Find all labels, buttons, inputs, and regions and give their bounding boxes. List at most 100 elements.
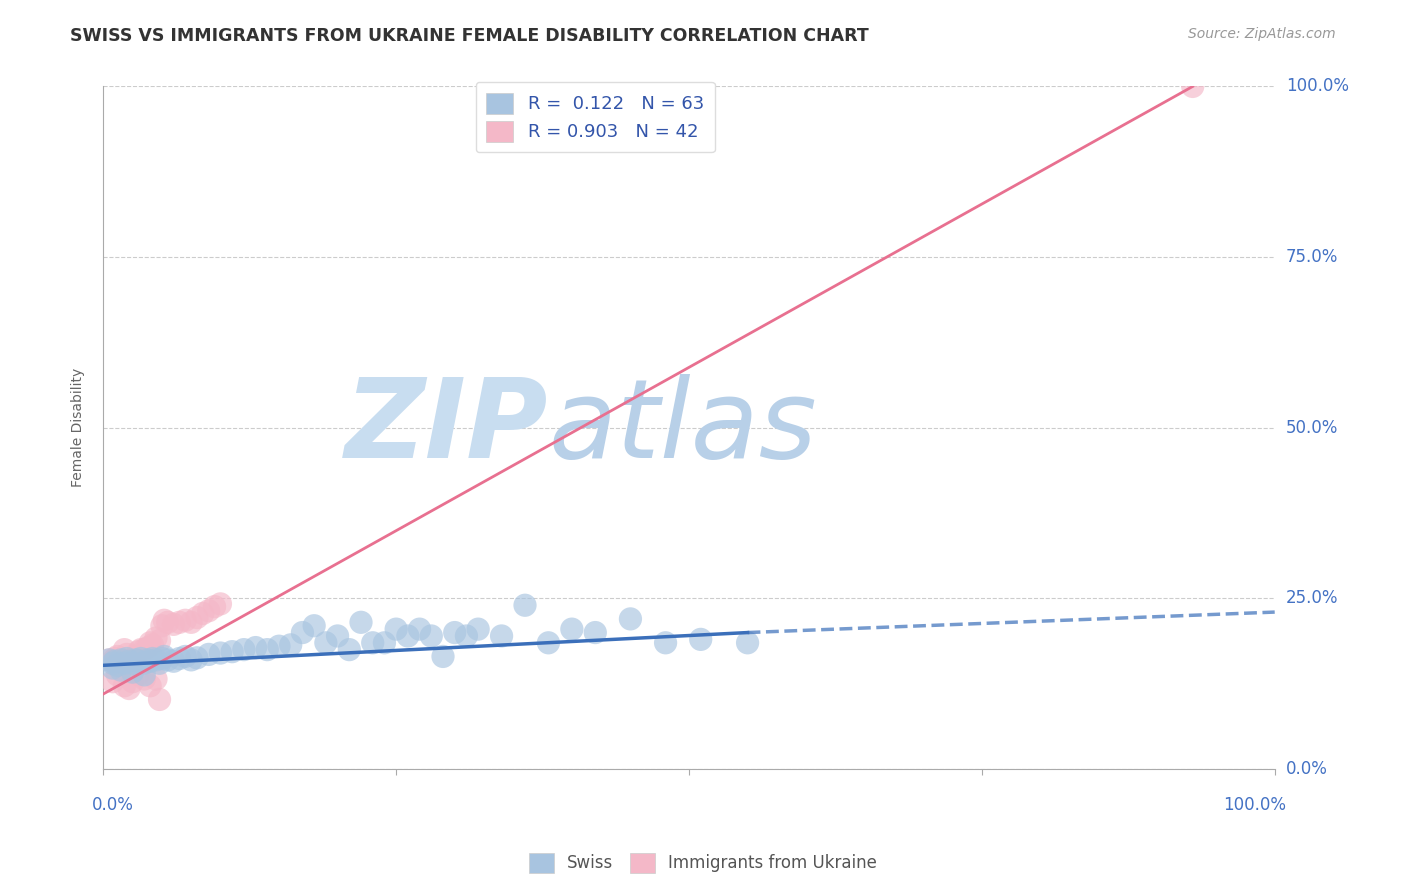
Point [101, 657, 124, 671]
Point [110, 657, 132, 671]
Point [191, 607, 214, 621]
Point [245, 640, 267, 655]
Point [256, 642, 278, 657]
Point [118, 658, 141, 673]
Point [280, 638, 302, 652]
Point [110, 653, 132, 667]
Text: 100.0%: 100.0% [1286, 78, 1348, 95]
Point [209, 646, 232, 660]
Point [127, 668, 149, 682]
Point [104, 654, 127, 668]
Point [156, 615, 179, 630]
Point [350, 615, 373, 630]
Text: 0.0%: 0.0% [1286, 760, 1327, 778]
Point [112, 642, 135, 657]
Point [561, 622, 583, 636]
Text: 50.0%: 50.0% [1286, 418, 1339, 437]
Point [209, 597, 232, 611]
Point [420, 629, 443, 643]
Point [139, 654, 162, 668]
Point [232, 642, 254, 657]
Point [186, 650, 208, 665]
Point [267, 639, 290, 653]
Point [136, 653, 159, 667]
Text: atlas: atlas [548, 375, 817, 482]
Point [315, 636, 337, 650]
Point [654, 636, 676, 650]
Point [180, 653, 202, 667]
Point [221, 645, 243, 659]
Point [145, 672, 167, 686]
Legend: R =  0.122   N = 63, R = 0.903   N = 42: R = 0.122 N = 63, R = 0.903 N = 42 [475, 82, 716, 153]
Point [337, 642, 360, 657]
Point [141, 651, 163, 665]
Point [408, 622, 430, 636]
Point [153, 613, 176, 627]
Point [396, 629, 419, 643]
Point [150, 651, 173, 665]
Point [169, 651, 191, 665]
Point [134, 657, 156, 671]
Point [127, 645, 149, 659]
Point [121, 657, 143, 671]
Point [98, 653, 121, 667]
Point [105, 658, 128, 673]
Point [148, 657, 170, 671]
Point [110, 663, 132, 677]
Text: 0.0%: 0.0% [91, 797, 134, 814]
Point [169, 615, 191, 630]
Point [125, 649, 148, 664]
Point [302, 618, 325, 632]
Point [150, 618, 173, 632]
Point [361, 636, 384, 650]
Point [121, 674, 143, 689]
Point [141, 638, 163, 652]
Point [98, 653, 121, 667]
Point [112, 679, 135, 693]
Point [134, 642, 156, 657]
Point [467, 622, 489, 636]
Point [115, 657, 138, 671]
Point [174, 649, 197, 664]
Text: 25.0%: 25.0% [1286, 590, 1339, 607]
Point [127, 654, 149, 668]
Text: Source: ZipAtlas.com: Source: ZipAtlas.com [1188, 27, 1336, 41]
Point [737, 636, 759, 650]
Point [134, 668, 156, 682]
Text: 75.0%: 75.0% [1286, 248, 1339, 266]
Point [101, 654, 124, 668]
Point [689, 632, 711, 647]
Point [153, 649, 176, 664]
Point [115, 648, 138, 662]
Text: ZIP: ZIP [344, 375, 548, 482]
Point [537, 636, 560, 650]
Point [156, 653, 179, 667]
Point [136, 640, 159, 655]
Point [134, 672, 156, 686]
Text: SWISS VS IMMIGRANTS FROM UKRAINE FEMALE DISABILITY CORRELATION CHART: SWISS VS IMMIGRANTS FROM UKRAINE FEMALE … [70, 27, 869, 45]
Point [105, 649, 128, 664]
Point [1181, 79, 1204, 94]
Point [139, 679, 162, 693]
Text: 100.0%: 100.0% [1223, 797, 1286, 814]
Point [174, 613, 197, 627]
Point [129, 651, 152, 665]
Point [385, 622, 408, 636]
Point [197, 604, 219, 618]
Y-axis label: Female Disability: Female Disability [72, 368, 86, 487]
Point [101, 661, 124, 675]
Point [129, 642, 152, 657]
Point [491, 629, 513, 643]
Point [180, 615, 202, 630]
Point [443, 625, 465, 640]
Point [162, 617, 184, 632]
Point [118, 681, 141, 696]
Point [148, 633, 170, 648]
Point [105, 668, 128, 682]
Point [513, 599, 536, 613]
Point [112, 657, 135, 671]
Point [118, 654, 141, 668]
Point [197, 648, 219, 662]
Point [125, 653, 148, 667]
Point [456, 629, 478, 643]
